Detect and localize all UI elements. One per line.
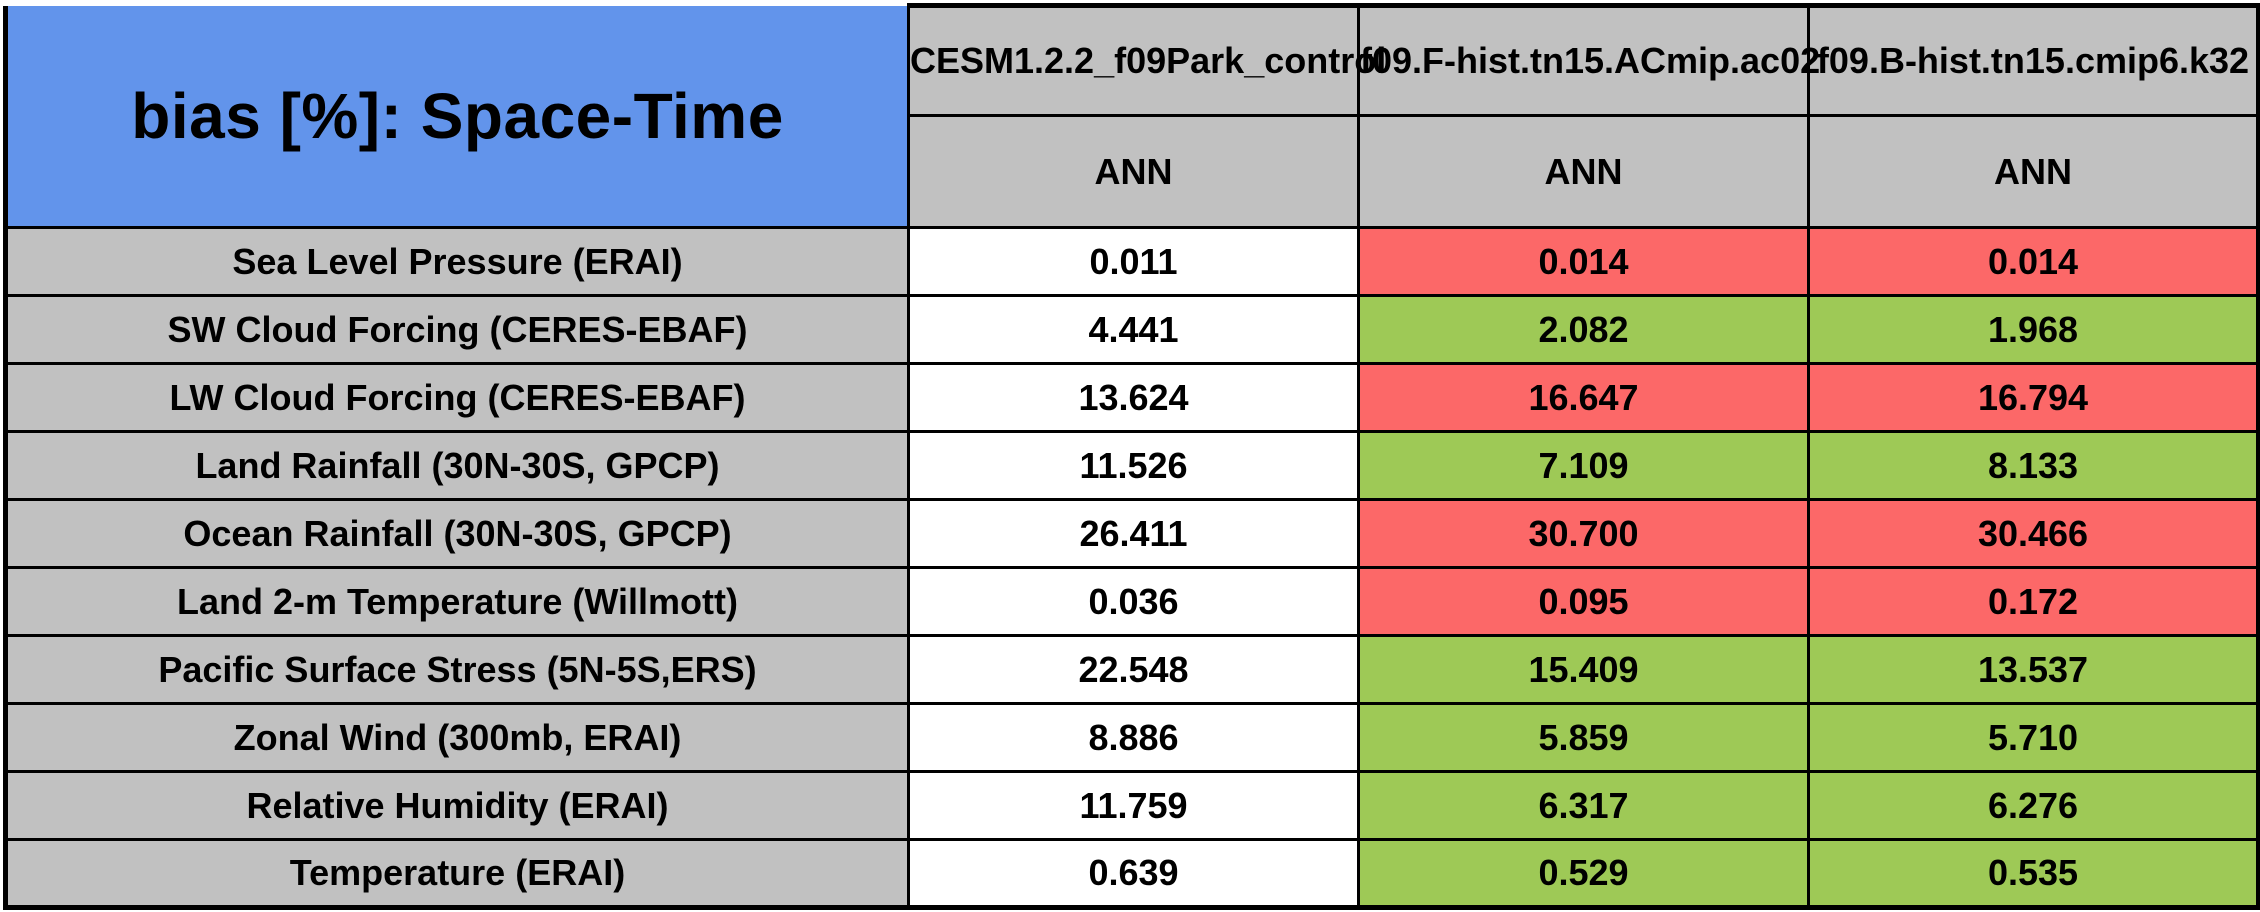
metric-cell: 0.095 xyxy=(1357,566,1810,637)
metric-cell: 22.548 xyxy=(907,634,1360,705)
row-label: SW Cloud Forcing (CERES-EBAF) xyxy=(4,294,910,365)
row-label: Land 2-m Temperature (Willmott) xyxy=(4,566,910,637)
table-title: bias [%]: Space-Time xyxy=(4,5,910,229)
table-row: Land Rainfall (30N-30S, GPCP) 11.526 7.1… xyxy=(4,430,2260,501)
row-label: Ocean Rainfall (30N-30S, GPCP) xyxy=(4,498,910,569)
row-label: LW Cloud Forcing (CERES-EBAF) xyxy=(4,362,910,433)
metric-cell: 30.466 xyxy=(1807,498,2260,569)
column-header-model-1: CESM1.2.2_f09Park_control xyxy=(907,3,1386,117)
table-row: SW Cloud Forcing (CERES-EBAF) 4.441 2.08… xyxy=(4,294,2260,365)
metric-cell: 16.647 xyxy=(1357,362,1810,433)
column-header-model-2: f09.F-hist.tn15.ACmip.ac02 xyxy=(1357,3,1820,117)
metric-cell: 11.526 xyxy=(907,430,1360,501)
metric-cell: 7.109 xyxy=(1357,430,1810,501)
metric-cell: 11.759 xyxy=(907,770,1360,841)
table-row: Relative Humidity (ERAI) 11.759 6.317 6.… xyxy=(4,770,2260,841)
table-row: Pacific Surface Stress (5N-5S,ERS) 22.54… xyxy=(4,634,2260,705)
metric-cell: 0.011 xyxy=(907,226,1360,297)
column-header-model-3: f09.B-hist.tn15.cmip6.k32 xyxy=(1807,3,2260,117)
row-label: Pacific Surface Stress (5N-5S,ERS) xyxy=(4,634,910,705)
row-label: Land Rainfall (30N-30S, GPCP) xyxy=(4,430,910,501)
metric-cell: 0.036 xyxy=(907,566,1360,637)
header-row-seasons: ANN ANN ANN xyxy=(6,114,2260,229)
row-label: Sea Level Pressure (ERAI) xyxy=(4,226,910,297)
metric-cell: 15.409 xyxy=(1357,634,1810,705)
column-header-season-1: ANN xyxy=(907,114,1360,229)
metrics-table: bias [%]: Space-Time CESM1.2.2_f09Park_c… xyxy=(3,3,2260,910)
metric-cell: 0.529 xyxy=(1357,838,1810,909)
metric-cell: 6.317 xyxy=(1357,770,1810,841)
column-header-season-3: ANN xyxy=(1807,114,2260,229)
metric-cell: 30.700 xyxy=(1357,498,1810,569)
metric-cell: 0.639 xyxy=(907,838,1360,909)
table-row: LW Cloud Forcing (CERES-EBAF) 13.624 16.… xyxy=(4,362,2260,433)
metric-cell: 0.014 xyxy=(1807,226,2260,297)
table-row: Zonal Wind (300mb, ERAI) 8.886 5.859 5.7… xyxy=(4,702,2260,773)
metric-cell: 8.886 xyxy=(907,702,1360,773)
metric-cell: 0.535 xyxy=(1807,838,2260,909)
row-label: Zonal Wind (300mb, ERAI) xyxy=(4,702,910,773)
metric-cell: 2.082 xyxy=(1357,294,1810,365)
metric-cell: 8.133 xyxy=(1807,430,2260,501)
table-row: Land 2-m Temperature (Willmott) 0.036 0.… xyxy=(4,566,2260,637)
column-header-season-2: ANN xyxy=(1357,114,1810,229)
metric-cell: 26.411 xyxy=(907,498,1360,569)
metric-cell: 0.172 xyxy=(1807,566,2260,637)
metric-cell: 13.624 xyxy=(907,362,1360,433)
row-label: Temperature (ERAI) xyxy=(4,838,910,909)
metric-cell: 13.537 xyxy=(1807,634,2260,705)
metric-cell: 5.859 xyxy=(1357,702,1810,773)
metric-cell: 4.441 xyxy=(907,294,1360,365)
metric-cell: 0.014 xyxy=(1357,226,1810,297)
table-row: Ocean Rainfall (30N-30S, GPCP) 26.411 30… xyxy=(4,498,2260,569)
row-label: Relative Humidity (ERAI) xyxy=(4,770,910,841)
table-row: Sea Level Pressure (ERAI) 0.011 0.014 0.… xyxy=(4,226,2260,297)
header-row-models: bias [%]: Space-Time CESM1.2.2_f09Park_c… xyxy=(4,3,2260,229)
metric-cell: 5.710 xyxy=(1807,702,2260,773)
metric-cell: 6.276 xyxy=(1807,770,2260,841)
metric-cell: 1.968 xyxy=(1807,294,2260,365)
metric-cell: 16.794 xyxy=(1807,362,2260,433)
table-row: Temperature (ERAI) 0.639 0.529 0.535 xyxy=(4,838,2260,909)
